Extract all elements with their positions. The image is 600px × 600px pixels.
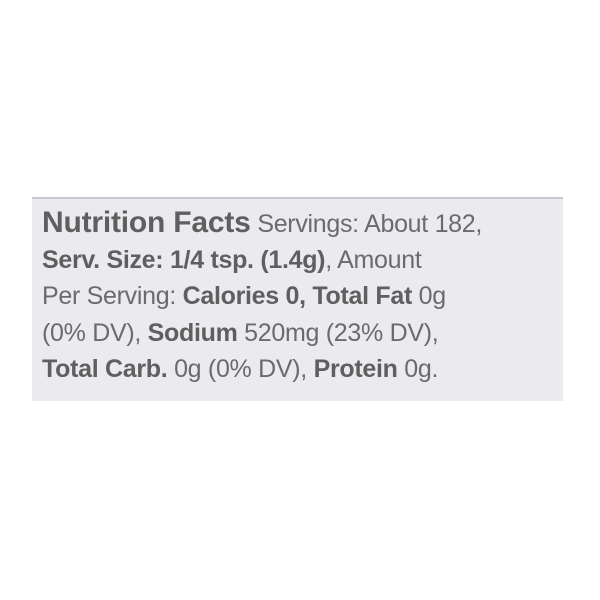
line-2: Serv. Size: 1/4 tsp. (1.4g), Amount xyxy=(42,242,482,279)
sodium-label: Sodium xyxy=(147,318,238,347)
fat-value: 0g xyxy=(412,282,447,310)
line-1: Nutrition Facts Servings: About 182, xyxy=(42,205,482,242)
calories-fat-label: Calories 0, Total Fat xyxy=(182,282,413,310)
carb-label: Total Carb. xyxy=(42,355,168,383)
line-5: Total Carb. 0g (0% DV), Protein 0g. xyxy=(42,351,482,388)
carb-value: 0g (0% DV), xyxy=(167,355,314,383)
line-3: Per Serving: Calories 0, Total Fat 0g xyxy=(42,278,482,315)
fat-dv: (0% DV), xyxy=(42,318,148,347)
per-serving-text: Per Serving: xyxy=(42,282,183,310)
line-4: (0% DV), Sodium 520mg (23% DV), xyxy=(42,315,482,352)
protein-value: 0g. xyxy=(397,355,439,383)
nutrition-text: Nutrition Facts Servings: About 182, Ser… xyxy=(42,205,482,388)
serving-size: Serv. Size: 1/4 tsp. (1.4g) xyxy=(42,245,326,274)
sodium-value: 520mg (23% DV), xyxy=(237,318,439,347)
nutrition-label: Nutrition Facts Servings: About 182, Ser… xyxy=(32,197,563,401)
protein-label: Protein xyxy=(313,355,398,383)
servings-text: Servings: About 182, xyxy=(250,210,483,238)
nutrition-facts-title: Nutrition Facts xyxy=(42,206,251,239)
amount-text: , Amount xyxy=(325,245,422,274)
